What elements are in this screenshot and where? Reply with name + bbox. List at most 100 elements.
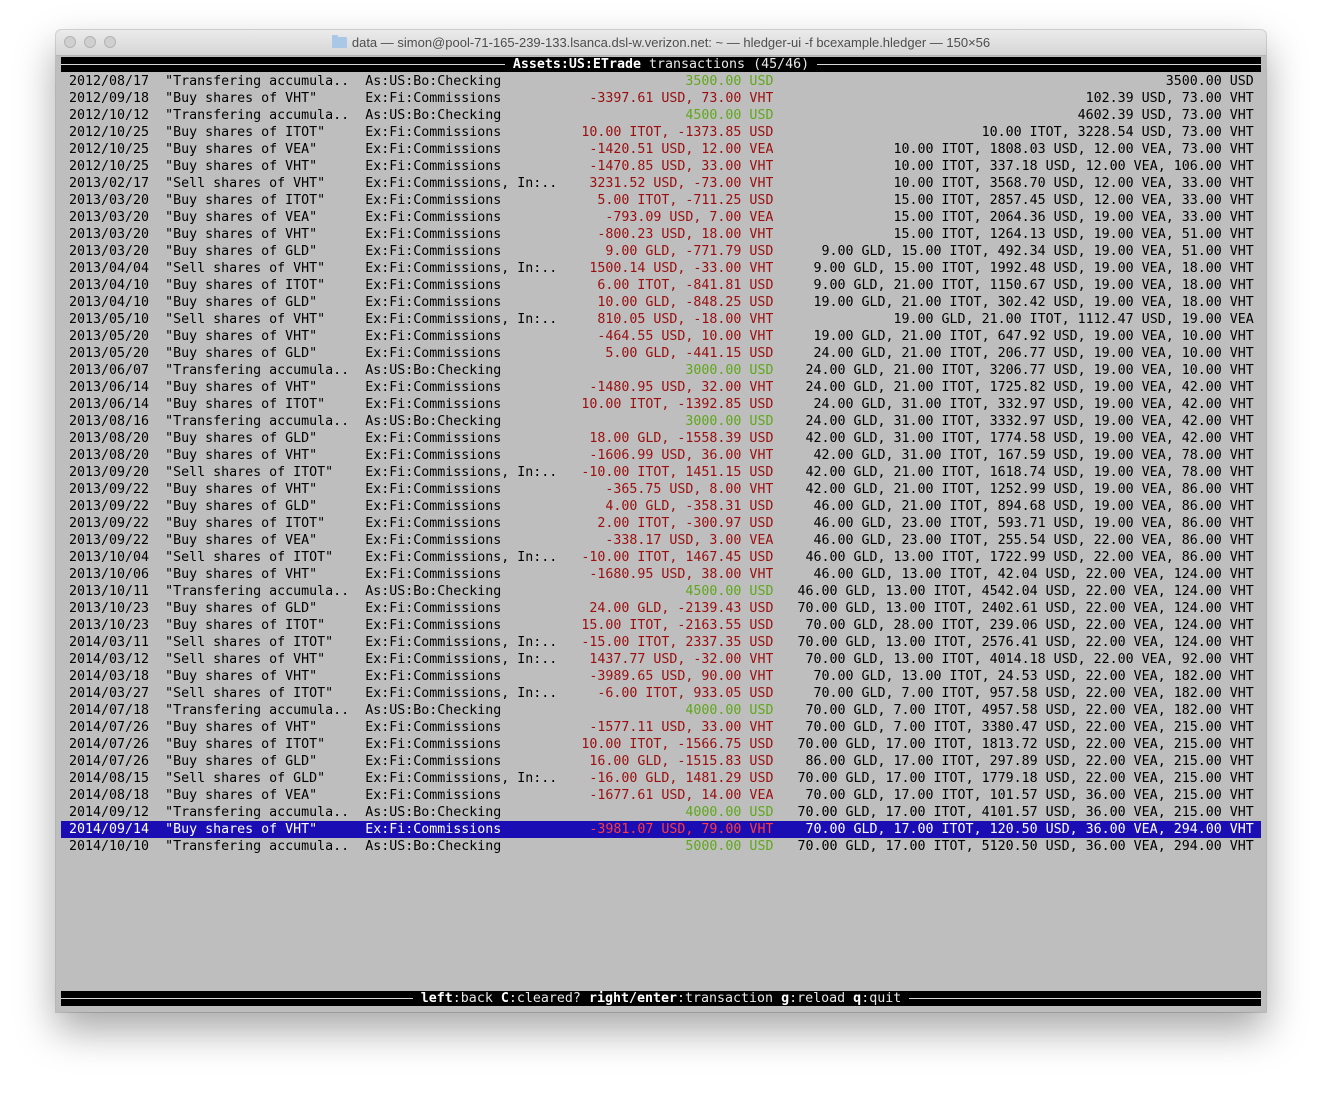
row-padding xyxy=(61,90,69,107)
transaction-row[interactable]: 2013/09/22 "Buy shares of VHT" Ex:Fi:Commi… xyxy=(61,481,1261,498)
transaction-row[interactable]: 2013/04/10 "Buy shares of GLD" Ex:Fi:Commi… xyxy=(61,294,1261,311)
other-accounts: Ex:Fi:Commissions xyxy=(365,329,502,344)
running-balance: 46.00 GLD, 23.00 ITOT, 593.71 USD, 19.00… xyxy=(813,516,1254,531)
row-padding xyxy=(61,158,69,175)
transaction-row[interactable]: 2013/05/10 "Sell shares of VHT" Ex:Fi:Comm… xyxy=(61,311,1261,328)
window-title-text: data — simon@pool-71-165-239-133.lsanca.… xyxy=(351,35,991,50)
row-padding xyxy=(61,328,69,345)
help-footer: left:back C:cleared? right/enter:transac… xyxy=(61,991,1261,1006)
transaction-row[interactable]: 2012/10/12 "Transfering accumula.. As:US:B… xyxy=(61,107,1261,124)
other-accounts: Ex:Fi:Commissions xyxy=(365,159,502,174)
transaction-row[interactable]: 2012/10/25 "Buy shares of VHT" Ex:Fi:Commi… xyxy=(61,158,1261,175)
zoom-button[interactable] xyxy=(104,36,116,48)
transaction-row[interactable]: 2013/03/20 "Buy shares of VEA" Ex:Fi:Commi… xyxy=(61,209,1261,226)
transaction-row[interactable]: 2013/04/10 "Buy shares of ITOT" Ex:Fi:Comm… xyxy=(61,277,1261,294)
running-balance: 70.00 GLD, 7.00 ITOT, 957.58 USD, 22.00 … xyxy=(813,686,1254,701)
transaction-list[interactable]: 2012/08/17 "Transfering accumula.. As:US:B… xyxy=(61,73,1261,855)
transaction-row[interactable]: 2013/06/14 "Buy shares of ITOT" Ex:Fi:Comm… xyxy=(61,396,1261,413)
other-accounts: As:US:Bo:Checking xyxy=(365,74,502,89)
transaction-date: 2013/06/07 xyxy=(69,363,150,378)
transaction-date: 2013/08/20 xyxy=(69,448,150,463)
key-label: g xyxy=(781,991,790,1006)
running-balance: 70.00 GLD, 17.00 ITOT, 120.50 USD, 36.00… xyxy=(805,822,1254,837)
running-balance: 86.00 GLD, 17.00 ITOT, 297.89 USD, 22.00… xyxy=(805,754,1254,769)
other-accounts: Ex:Fi:Commissions xyxy=(365,397,502,412)
transaction-row[interactable]: 2013/03/20 "Buy shares of ITOT" Ex:Fi:Comm… xyxy=(61,192,1261,209)
transaction-row[interactable]: 2014/03/27 "Sell shares of ITOT" Ex:Fi:Com… xyxy=(61,685,1261,702)
transaction-row[interactable]: 2013/08/16 "Transfering accumula.. As:US:B… xyxy=(61,413,1261,430)
transaction-row[interactable]: 2012/09/18 "Buy shares of VHT" Ex:Fi:Commi… xyxy=(61,90,1261,107)
transaction-date: 2013/05/20 xyxy=(69,346,150,361)
transaction-row[interactable]: 2014/07/26 "Buy shares of GLD" Ex:Fi:Commi… xyxy=(61,753,1261,770)
transaction-date: 2013/10/04 xyxy=(69,550,150,565)
transaction-row[interactable]: 2012/10/25 "Buy shares of VEA" Ex:Fi:Commi… xyxy=(61,141,1261,158)
transaction-row[interactable]: 2014/07/26 "Buy shares of ITOT" Ex:Fi:Comm… xyxy=(61,736,1261,753)
transaction-row-selected[interactable]: 2014/09/14 "Buy shares of VHT" Ex:Fi:Commi… xyxy=(61,821,1261,838)
transaction-row[interactable]: 2013/10/23 "Buy shares of GLD" Ex:Fi:Commi… xyxy=(61,600,1261,617)
transaction-row[interactable]: 2013/09/22 "Buy shares of ITOT" Ex:Fi:Comm… xyxy=(61,515,1261,532)
transaction-date: 2013/09/20 xyxy=(69,465,150,480)
minimize-button[interactable] xyxy=(84,36,96,48)
transaction-row[interactable]: 2013/10/06 "Buy shares of VHT" Ex:Fi:Commi… xyxy=(61,566,1261,583)
transaction-row[interactable]: 2013/10/11 "Transfering accumula.. As:US:B… xyxy=(61,583,1261,600)
transaction-row[interactable]: 2014/07/26 "Buy shares of VHT" Ex:Fi:Commi… xyxy=(61,719,1261,736)
transaction-row[interactable]: 2013/05/20 "Buy shares of VHT" Ex:Fi:Commi… xyxy=(61,328,1261,345)
row-padding xyxy=(61,311,69,328)
transaction-row[interactable]: 2012/08/17 "Transfering accumula.. As:US:B… xyxy=(61,73,1261,90)
transaction-date: 2013/03/20 xyxy=(69,210,150,225)
change-amount: -365.75 USD, 8.00 VHT xyxy=(605,482,774,497)
transaction-row[interactable]: 2013/08/20 "Buy shares of GLD" Ex:Fi:Commi… xyxy=(61,430,1261,447)
transaction-description: "Buy shares of GLD" xyxy=(165,601,318,616)
change-amount: -338.17 USD, 3.00 VEA xyxy=(605,533,774,548)
transaction-date: 2012/10/25 xyxy=(69,142,150,157)
keybinding-reload: g:reload xyxy=(781,991,845,1006)
transaction-row[interactable]: 2013/10/04 "Sell shares of ITOT" Ex:Fi:Com… xyxy=(61,549,1261,566)
transaction-description: "Buy shares of VHT" xyxy=(165,380,318,395)
other-accounts: Ex:Fi:Commissions xyxy=(365,142,502,157)
row-padding xyxy=(61,634,69,651)
transaction-date: 2013/06/14 xyxy=(69,380,150,395)
transaction-row[interactable]: 2013/03/20 "Buy shares of GLD" Ex:Fi:Commi… xyxy=(61,243,1261,260)
transaction-row[interactable]: 2013/08/20 "Buy shares of VHT" Ex:Fi:Commi… xyxy=(61,447,1261,464)
transaction-row[interactable]: 2014/09/12 "Transfering accumula.. As:US:B… xyxy=(61,804,1261,821)
row-padding xyxy=(61,583,69,600)
row-padding xyxy=(61,345,69,362)
transaction-row[interactable]: 2014/03/18 "Buy shares of VHT" Ex:Fi:Commi… xyxy=(61,668,1261,685)
window-title: data — simon@pool-71-165-239-133.lsanca.… xyxy=(56,30,1266,55)
running-balance: 19.00 GLD, 21.00 ITOT, 302.42 USD, 19.00… xyxy=(813,295,1254,310)
transaction-row[interactable]: 2014/03/12 "Sell shares of VHT" Ex:Fi:Comm… xyxy=(61,651,1261,668)
transaction-date: 2013/03/20 xyxy=(69,227,150,242)
transaction-date: 2013/03/20 xyxy=(69,244,150,259)
transaction-row[interactable]: 2013/06/07 "Transfering accumula.. As:US:B… xyxy=(61,362,1261,379)
transaction-row[interactable]: 2013/10/23 "Buy shares of ITOT" Ex:Fi:Comm… xyxy=(61,617,1261,634)
transaction-row[interactable]: 2013/09/20 "Sell shares of ITOT" Ex:Fi:Com… xyxy=(61,464,1261,481)
transaction-row[interactable]: 2013/09/22 "Buy shares of VEA" Ex:Fi:Commi… xyxy=(61,532,1261,549)
transaction-row[interactable]: 2012/10/25 "Buy shares of ITOT" Ex:Fi:Comm… xyxy=(61,124,1261,141)
transaction-description: "Buy shares of VEA" xyxy=(165,533,318,548)
row-padding xyxy=(61,515,69,532)
change-amount: -1680.95 USD, 38.00 VHT xyxy=(589,567,774,582)
other-accounts: Ex:Fi:Commissions xyxy=(365,227,502,242)
transaction-description: "Transfering accumula.. xyxy=(165,584,350,599)
transaction-row[interactable]: 2013/09/22 "Buy shares of GLD" Ex:Fi:Commi… xyxy=(61,498,1261,515)
running-balance: 10.00 ITOT, 3568.70 USD, 12.00 VEA, 33.0… xyxy=(893,176,1254,191)
other-accounts: As:US:Bo:Checking xyxy=(365,414,502,429)
row-padding xyxy=(61,260,69,277)
transaction-row[interactable]: 2014/08/15 "Sell shares of GLD" Ex:Fi:Comm… xyxy=(61,770,1261,787)
transaction-row[interactable]: 2013/02/17 "Sell shares of VHT" Ex:Fi:Comm… xyxy=(61,175,1261,192)
close-button[interactable] xyxy=(64,36,76,48)
transaction-row[interactable]: 2014/08/18 "Buy shares of VEA" Ex:Fi:Commi… xyxy=(61,787,1261,804)
other-accounts: Ex:Fi:Commissions, In:.. xyxy=(365,465,558,480)
transaction-row[interactable]: 2014/07/18 "Transfering accumula.. As:US:B… xyxy=(61,702,1261,719)
transaction-row[interactable]: 2013/05/20 "Buy shares of GLD" Ex:Fi:Commi… xyxy=(61,345,1261,362)
running-balance: 70.00 GLD, 28.00 ITOT, 239.06 USD, 22.00… xyxy=(805,618,1254,633)
transaction-date: 2013/09/22 xyxy=(69,499,150,514)
other-accounts: Ex:Fi:Commissions xyxy=(365,754,502,769)
transaction-row[interactable]: 2014/03/11 "Sell shares of ITOT" Ex:Fi:Com… xyxy=(61,634,1261,651)
transaction-row[interactable]: 2013/03/20 "Buy shares of VHT" Ex:Fi:Commi… xyxy=(61,226,1261,243)
transaction-description: "Sell shares of ITOT" xyxy=(165,465,334,480)
running-balance: 70.00 GLD, 17.00 ITOT, 1779.18 USD, 22.0… xyxy=(797,771,1254,786)
transaction-row[interactable]: 2013/04/04 "Sell shares of VHT" Ex:Fi:Comm… xyxy=(61,260,1261,277)
transaction-row[interactable]: 2014/10/10 "Transfering accumula.. As:US:B… xyxy=(61,838,1261,855)
transaction-row[interactable]: 2013/06/14 "Buy shares of VHT" Ex:Fi:Commi… xyxy=(61,379,1261,396)
